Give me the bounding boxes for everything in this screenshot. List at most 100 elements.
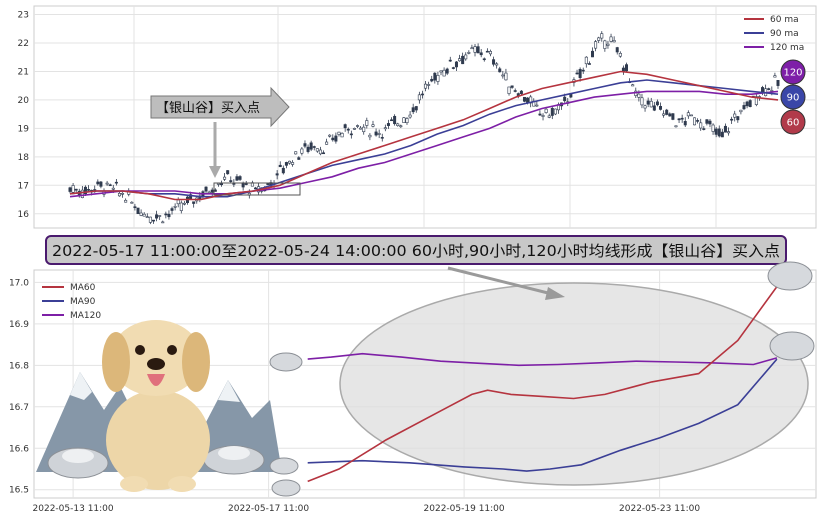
puppy-body <box>106 390 210 490</box>
candle-body <box>337 131 341 135</box>
puppy-ear-right <box>182 332 210 392</box>
candle-body <box>306 146 310 152</box>
puppy-nose <box>147 358 165 370</box>
candle-body <box>402 117 406 124</box>
candle-body <box>467 52 471 54</box>
banner-pointer-line <box>447 266 553 296</box>
candle-body <box>241 182 245 188</box>
candle-body <box>655 101 659 106</box>
puppy-paw-left <box>120 476 148 492</box>
candle-body <box>689 114 693 117</box>
ingot-left-top <box>62 449 94 463</box>
candle-body <box>281 167 285 174</box>
upper-legend-label-ma60: 60 ma <box>770 15 799 25</box>
candle-body <box>328 134 332 137</box>
candle-body <box>176 199 180 205</box>
candle-body <box>683 121 687 126</box>
candle-body <box>448 59 452 62</box>
candle-body <box>219 183 223 186</box>
upper-y-tick-20: 20 <box>18 96 30 106</box>
candle-body <box>386 123 390 126</box>
candle-body <box>390 119 394 122</box>
lower-y-tick-16.7: 16.7 <box>9 403 29 413</box>
ma-badges: 120 90 60 <box>780 59 806 135</box>
candle-body <box>192 201 196 204</box>
candle-body <box>309 142 313 150</box>
candle-body <box>742 105 746 110</box>
upper-y-ticks: 16 17 18 19 20 21 22 23 <box>18 11 30 220</box>
lower-legend: MA60 MA90 MA120 <box>42 283 101 321</box>
silver-ingot-icon <box>47 445 265 479</box>
candle-body <box>600 33 604 39</box>
candle-body <box>408 114 412 118</box>
candle-body <box>346 128 350 131</box>
upper-legend-label-ma90: 90 ma <box>770 29 799 39</box>
candle-body <box>498 68 502 73</box>
candle-body <box>411 107 415 113</box>
candle-body <box>136 207 140 214</box>
upper-y-tick-23: 23 <box>18 11 29 21</box>
silver-valley-box <box>213 182 301 196</box>
candle-body <box>745 101 749 107</box>
candle-body <box>244 183 248 185</box>
lower-legend-label-ma90: MA90 <box>70 297 96 307</box>
puppy-eye-right <box>167 345 177 355</box>
signal-banner-box <box>45 235 787 265</box>
candle-body <box>300 148 304 154</box>
lower-y-tick-16.9: 16.9 <box>9 320 29 330</box>
upper-y-tick-17: 17 <box>18 181 29 191</box>
candle-body <box>482 58 486 61</box>
candle-body <box>399 125 403 128</box>
candle-body <box>538 113 542 116</box>
lower-ma90-line <box>307 358 778 472</box>
candle-body <box>476 46 480 54</box>
candle-body <box>581 69 585 72</box>
candle-body <box>383 127 387 130</box>
candle-body <box>235 176 239 181</box>
signal-banner: 2022-05-17 11:00:00至2022-05-24 14:00:00 … <box>45 235 787 265</box>
candle-body <box>359 127 363 130</box>
callout-arrow: 【银山谷】买入点 <box>150 86 290 178</box>
candle-body <box>686 112 690 117</box>
candle-body <box>139 212 143 216</box>
candle-body <box>495 63 499 66</box>
lower-y-tick-16.8: 16.8 <box>9 361 29 371</box>
lower-y-tick-16.6: 16.6 <box>9 444 29 454</box>
candle-body <box>618 52 622 57</box>
ma-badge-90 <box>780 84 806 110</box>
candle-body <box>142 213 146 217</box>
candle-body <box>226 170 230 175</box>
candle-body <box>733 113 737 118</box>
candle-body <box>433 72 437 81</box>
candle-body <box>291 162 295 165</box>
puppy-ear-left <box>102 332 130 392</box>
candle-body <box>730 118 734 121</box>
upper-ma-lines <box>69 70 779 201</box>
candle-body <box>173 206 177 208</box>
ma-badge-60 <box>780 109 806 135</box>
candle-body <box>522 96 526 102</box>
ingot-markers <box>269 261 815 497</box>
candle-body <box>723 125 727 133</box>
candle-body <box>458 58 462 62</box>
upper-ma120-line <box>69 90 779 198</box>
candle-body <box>356 125 360 127</box>
candle-body <box>105 182 109 185</box>
candle-body <box>164 213 168 216</box>
lower-x-tick-3: 2022-05-23 11:00 <box>619 504 700 514</box>
ma-badge-label-120: 120 <box>783 68 802 79</box>
candle-body <box>711 124 715 132</box>
candle-body <box>464 54 468 60</box>
candle-body <box>510 85 514 88</box>
candle-body <box>575 72 579 75</box>
candle-body <box>121 192 125 195</box>
ma-badge-120 <box>780 59 806 85</box>
candle-body <box>148 216 152 223</box>
candle-body <box>223 176 227 180</box>
lower-x-ticks: 2022-05-13 11:00 2022-05-17 11:00 2022-05-… <box>33 504 701 514</box>
candle-body <box>297 157 301 160</box>
candle-body <box>563 96 567 102</box>
candle-body <box>671 113 675 120</box>
candle-body <box>130 201 134 204</box>
ingot-marker-end-90 <box>769 331 815 361</box>
